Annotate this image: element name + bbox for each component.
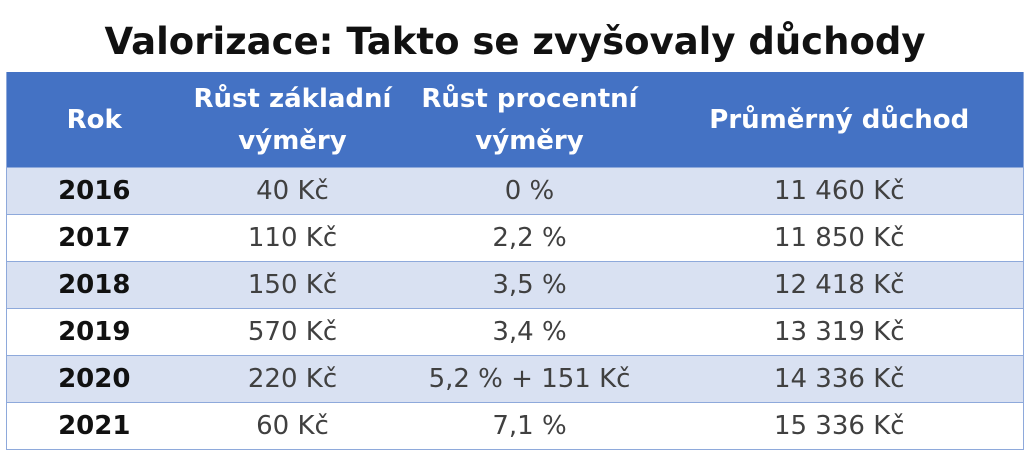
table-cell: 11 850 Kč (655, 214, 1024, 262)
table-body: 2016 40 Kč 0 % 11 460 Kč 2017 110 Kč 2,2 % 11 8… (6, 167, 1024, 450)
year-cell: 2021 (6, 402, 182, 450)
table-cell: 3,4 % (403, 308, 656, 356)
table-cell: 0 % (403, 167, 656, 215)
pension-table: Rok Růst základní výměry Růst procentní vý… (6, 72, 1024, 450)
table-row: 2017 110 Kč 2,2 % 11 850 Kč (6, 214, 1024, 262)
table-row: 2020 220 Kč 5,2 % + 151 Kč 14 336 Kč (6, 355, 1024, 403)
table-row: 2016 40 Kč 0 % 11 460 Kč (6, 167, 1024, 215)
table-cell: 2,2 % (403, 214, 656, 262)
table-cell: 7,1 % (403, 402, 656, 450)
table-cell: 14 336 Kč (655, 355, 1024, 403)
column-header: Růst základní výměry (181, 72, 404, 168)
year-cell: 2018 (6, 261, 182, 309)
table-cell: 110 Kč (181, 214, 404, 262)
column-header: Průměrný důchod (655, 72, 1024, 168)
title: Valorizace: Takto se zvyšovaly důchody (104, 20, 926, 63)
table-cell: 150 Kč (181, 261, 404, 309)
table-cell: 570 Kč (181, 308, 404, 356)
table-row: 2019 570 Kč 3,4 % 13 319 Kč (6, 308, 1024, 356)
column-header: Růst procentní výměry (403, 72, 656, 168)
year-cell: 2020 (6, 355, 182, 403)
table-cell: 12 418 Kč (655, 261, 1024, 309)
year-cell: 2016 (6, 167, 182, 215)
table-cell: 5,2 % + 151 Kč (403, 355, 656, 403)
column-header: Rok (6, 72, 182, 168)
year-cell: 2019 (6, 308, 182, 356)
table-cell: 60 Kč (181, 402, 404, 450)
table-cell: 11 460 Kč (655, 167, 1024, 215)
table-cell: 40 Kč (181, 167, 404, 215)
header-row: Rok Růst základní výměry Růst procentní vý… (6, 72, 1024, 168)
table-cell: 3,5 % (403, 261, 656, 309)
table-cell: 13 319 Kč (655, 308, 1024, 356)
table-cell: 220 Kč (181, 355, 404, 403)
year-cell: 2017 (6, 214, 182, 262)
table-row: 2018 150 Kč 3,5 % 12 418 Kč (6, 261, 1024, 309)
table-cell: 15 336 Kč (655, 402, 1024, 450)
table-row: 2021 60 Kč 7,1 % 15 336 Kč (6, 402, 1024, 450)
